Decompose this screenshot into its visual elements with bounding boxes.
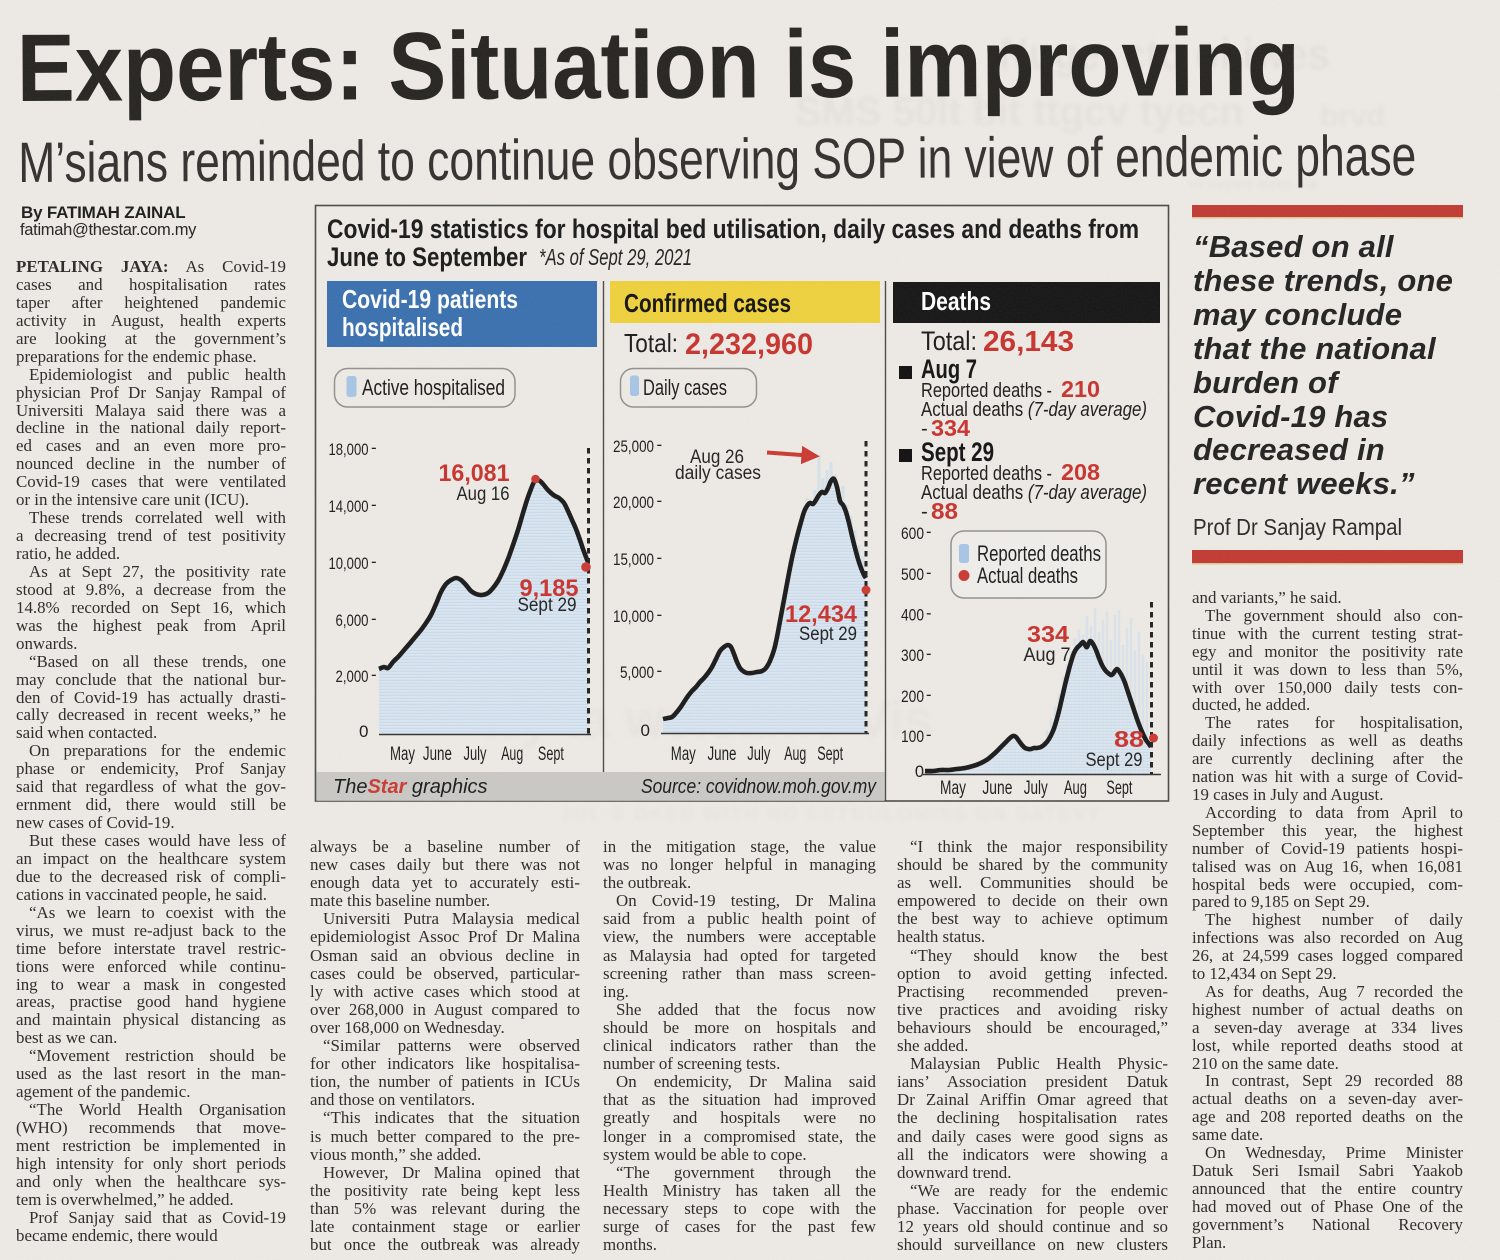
svg-text:100: 100	[901, 728, 924, 746]
svg-text:10,000: 10,000	[329, 554, 369, 573]
svg-text:July: July	[464, 744, 487, 765]
svg-text:-: -	[371, 495, 377, 514]
svg-text:20,000: 20,000	[613, 493, 654, 512]
svg-text:June to September: June to September	[327, 242, 527, 272]
svg-text:-: -	[657, 435, 663, 454]
svg-text:Daily cases: Daily cases	[643, 375, 727, 400]
svg-text:25,000: 25,000	[613, 437, 654, 456]
svg-text:14,000: 14,000	[329, 497, 369, 516]
svg-text:Total:: Total:	[921, 326, 977, 356]
svg-text:-: -	[926, 564, 932, 582]
svg-text:0: 0	[915, 763, 924, 781]
svg-text:16,081: 16,081	[439, 460, 510, 487]
svg-text:Covid-19 statistics for hospit: Covid-19 statistics for hospital bed uti…	[327, 214, 1139, 244]
svg-text:-: -	[657, 661, 663, 680]
svg-text:88: 88	[1114, 726, 1144, 752]
svg-text:-: -	[926, 645, 932, 663]
svg-text:6,000: 6,000	[336, 611, 369, 630]
svg-text:200: 200	[901, 688, 924, 706]
svg-text:June: June	[708, 744, 737, 765]
svg-text:Aug 16: Aug 16	[457, 484, 510, 505]
svg-text:Source: covidnow.moh.gov.my: Source: covidnow.moh.gov.my	[641, 776, 877, 798]
svg-text:June: June	[423, 744, 452, 765]
svg-text:-: -	[371, 665, 377, 684]
svg-text:334: 334	[1027, 621, 1069, 647]
svg-text:May: May	[390, 744, 415, 765]
svg-text:2,000: 2,000	[336, 667, 369, 686]
svg-text:Active hospitalised: Active hospitalised	[362, 375, 505, 400]
svg-text:Sept: Sept	[817, 744, 843, 765]
svg-text:0: 0	[359, 722, 368, 741]
svg-text:15,000: 15,000	[613, 550, 654, 569]
svg-text:-: -	[657, 491, 663, 510]
svg-text:-: -	[926, 605, 932, 623]
svg-text:Sept: Sept	[1106, 778, 1132, 799]
svg-text:July: July	[1024, 778, 1048, 799]
svg-text:-: -	[926, 726, 932, 744]
svg-text:10,000: 10,000	[613, 607, 654, 626]
svg-text:500: 500	[901, 566, 924, 584]
svg-text:-: -	[657, 548, 663, 567]
svg-text:M’sians reminded to continue o: M’sians reminded to continue observing S…	[18, 124, 1416, 195]
svg-text:600: 600	[901, 525, 924, 543]
svg-text:26,143: 26,143	[983, 326, 1074, 358]
svg-text:TheStar graphics: TheStar graphics	[333, 776, 488, 798]
svg-text:-: -	[371, 609, 377, 628]
svg-text:*As of Sept 29, 2021: *As of Sept 29, 2021	[539, 244, 692, 270]
svg-text:300: 300	[901, 647, 924, 665]
svg-text:5,000: 5,000	[620, 663, 654, 682]
svg-text:Sept 29: Sept 29	[799, 624, 857, 645]
svg-text:Sept 29: Sept 29	[1086, 750, 1143, 771]
svg-text:Total:: Total:	[624, 328, 678, 358]
svg-text:-: -	[657, 605, 663, 624]
svg-text:hospitalised: hospitalised	[342, 312, 463, 342]
svg-text:Covid-19 patients: Covid-19 patients	[342, 284, 518, 314]
svg-text:July: July	[747, 744, 770, 765]
svg-text:-: -	[371, 438, 377, 457]
svg-text:Confirmed cases: Confirmed cases	[624, 288, 791, 318]
svg-text:400: 400	[901, 607, 924, 625]
svg-text:18,000: 18,000	[329, 440, 369, 459]
svg-text:Aug: Aug	[1064, 778, 1087, 799]
svg-text:May: May	[940, 778, 966, 799]
svg-text:-: -	[926, 686, 932, 704]
svg-text:June: June	[982, 778, 1012, 799]
svg-text:May: May	[671, 744, 696, 765]
svg-text:Sept: Sept	[538, 744, 564, 765]
svg-text:2,232,960: 2,232,960	[685, 328, 813, 361]
svg-text:Aug: Aug	[784, 744, 806, 765]
svg-text:-: -	[926, 523, 932, 541]
svg-text:Aug 7: Aug 7	[1024, 645, 1071, 666]
svg-text:daily cases: daily cases	[675, 463, 761, 484]
svg-text:-: -	[371, 552, 377, 571]
svg-text:0: 0	[641, 721, 650, 740]
svg-text:Experts: Situation is improvin: Experts: Situation is improving	[17, 9, 1301, 122]
svg-text:Aug: Aug	[501, 744, 523, 765]
svg-text:Sept 29: Sept 29	[518, 595, 577, 616]
svg-text:-: -	[921, 500, 928, 523]
svg-text:88: 88	[931, 498, 958, 524]
svg-text:Deaths: Deaths	[921, 286, 991, 316]
svg-text:Actual deaths: Actual deaths	[977, 563, 1078, 588]
